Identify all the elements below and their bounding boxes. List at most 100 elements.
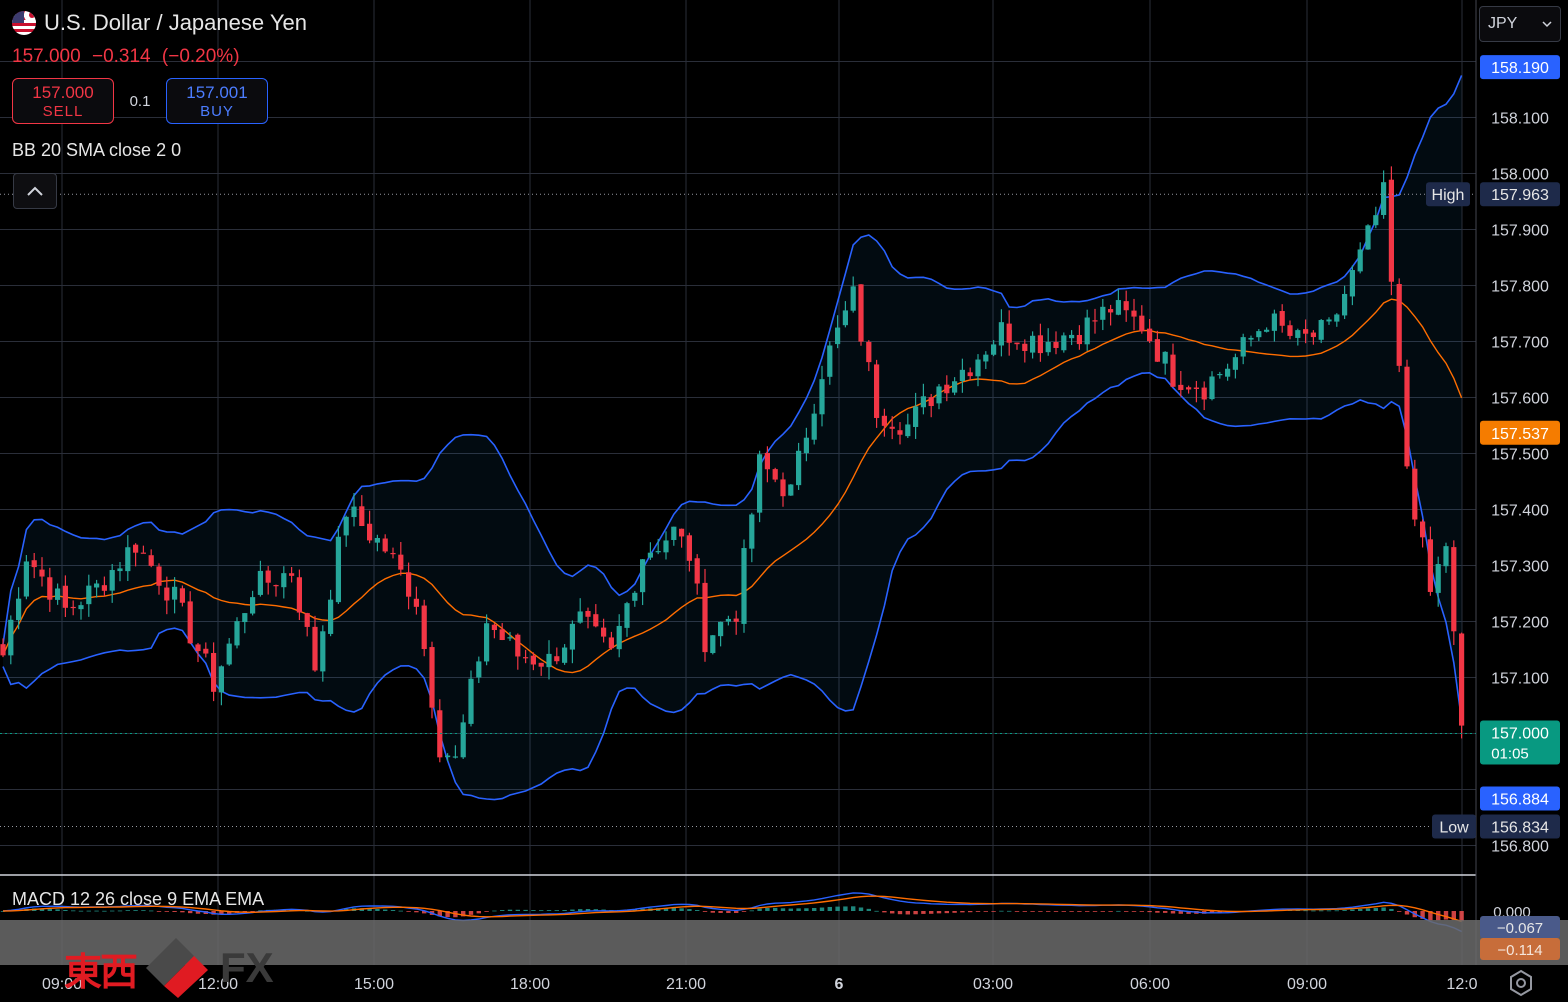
candle-body-177: [1381, 182, 1387, 216]
sell-button[interactable]: 157.000 SELL: [12, 78, 114, 124]
chevron-up-icon: [27, 186, 43, 196]
macd-hist-13: [102, 910, 107, 912]
buy-button[interactable]: 157.001 BUY: [166, 78, 268, 124]
time-tick-6: 03:00: [973, 976, 1013, 993]
candle-body-150: [1170, 354, 1176, 387]
macd-legend[interactable]: MACD 12 26 close 9 EMA EMA: [12, 889, 265, 909]
macd-hist-167: [1303, 910, 1308, 912]
candle-body-128: [998, 322, 1004, 346]
candle-body-152: [1186, 387, 1192, 390]
high-label-box: [1426, 182, 1470, 207]
time-tick-9: 12:0: [1446, 976, 1477, 993]
candle-body-88: [686, 535, 692, 561]
macd-hist-29: [227, 911, 232, 914]
candle-body-134: [1045, 341, 1051, 353]
macd-hist-65: [507, 909, 513, 911]
candle-body-107: [835, 327, 841, 345]
macd-hist-131: [1022, 911, 1027, 912]
candle-body-30: [234, 621, 240, 646]
candle-body-126: [983, 354, 989, 362]
candle-body-1: [8, 619, 14, 656]
candle-body-143: [1115, 300, 1121, 315]
candle-body-3: [23, 561, 29, 597]
macd-hist-125: [975, 911, 981, 912]
macd-hist-96: [749, 910, 754, 912]
candle-body-66: [515, 634, 521, 657]
bb-lower-tag-box: [1480, 786, 1560, 811]
macd-hist-148: [1155, 911, 1160, 913]
bb-fill-area: [3, 75, 1462, 800]
candle-body-114: [889, 426, 895, 429]
candle-body-140: [1092, 320, 1098, 322]
macd-hist-114: [890, 911, 895, 914]
candle-body-120: [936, 386, 942, 404]
macd-hist-149: [1163, 911, 1168, 913]
signal-line: [2, 895, 1462, 923]
candle-body-41: [320, 631, 326, 672]
candle-body-64: [499, 629, 505, 641]
macd-hist-103: [804, 908, 809, 911]
candle-body-9: [70, 606, 76, 609]
candle-body-113: [881, 415, 887, 426]
sell-label: SELL: [42, 103, 84, 120]
candle-body-11: [86, 585, 92, 605]
macd-hist-16: [125, 910, 130, 911]
macd-hist-187: [1459, 911, 1464, 922]
currency-select-value: JPY: [1488, 15, 1518, 32]
currency-select[interactable]: JPY: [1479, 6, 1561, 42]
macd-hist-146: [1139, 911, 1144, 912]
watermark-logo-icon: [146, 938, 209, 998]
settings-gear-icon[interactable]: [1506, 968, 1536, 998]
candle-body-170: [1326, 319, 1332, 322]
candle-body-24: [187, 601, 193, 644]
macd-hist-109: [851, 906, 856, 911]
candle-body-34: [265, 570, 271, 583]
candle-body-156: [1217, 373, 1223, 376]
macd-hist-138: [1077, 911, 1082, 912]
candle-body-63: [491, 624, 497, 631]
candle-body-7: [55, 588, 61, 600]
candle-body-97: [757, 454, 763, 513]
candle-body-15: [117, 568, 123, 572]
low-tag: 156.834: [1491, 819, 1549, 836]
price-tick-9: 157.200: [1491, 615, 1549, 632]
candle-body-67: [523, 657, 529, 659]
candle-body-54: [421, 605, 427, 650]
macd-hist-49: [383, 909, 388, 911]
candle-body-0: [0, 644, 6, 656]
bollinger-band-lines: [2, 75, 1463, 801]
candle-body-163: [1271, 313, 1277, 331]
candle-body-123: [959, 369, 965, 382]
candle-body-76: [593, 614, 599, 627]
price-change-percent: (−0.20%): [161, 46, 240, 67]
candle-body-167: [1303, 329, 1309, 334]
macd-hist-25: [195, 911, 201, 914]
candle-body-99: [772, 469, 778, 480]
basis-tag-box: [1480, 420, 1560, 445]
macd-hist-139: [1085, 911, 1090, 912]
macd-hist-71: [554, 910, 559, 911]
candle-body-83: [647, 552, 653, 558]
macd-hist-0: [0, 911, 6, 912]
macd-hist-92: [718, 911, 723, 913]
collapse-legend-button[interactable]: [13, 173, 57, 209]
macd-hist-152: [1186, 911, 1191, 914]
macd-value-tag: −0.067: [1497, 920, 1543, 937]
macd-hist-89: [695, 910, 700, 911]
macd-hist-121: [944, 911, 949, 914]
candle-body-115: [897, 430, 903, 435]
candle-body-6: [47, 577, 53, 600]
candle-body-168: [1310, 332, 1316, 338]
low-label-box: [1432, 814, 1476, 839]
bollinger-legend[interactable]: BB 20 SMA close 2 0: [12, 140, 182, 160]
candle-body-119: [928, 397, 934, 407]
basis-tag: 157.537: [1491, 426, 1549, 443]
macd-hist-185: [1443, 911, 1449, 920]
candle-body-155: [1209, 376, 1215, 400]
macd-hist-39: [305, 910, 310, 912]
price-tick-0: 158.100: [1491, 111, 1549, 128]
candle-body-180: [1404, 366, 1410, 467]
candle-body-55: [429, 647, 435, 708]
candle-body-18: [140, 552, 146, 554]
